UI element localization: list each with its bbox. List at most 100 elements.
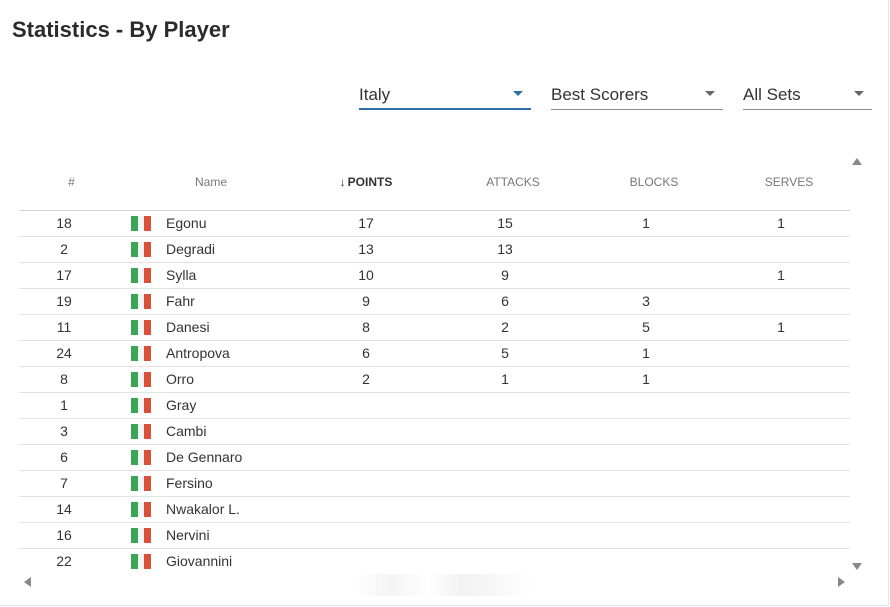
attacks-value: 2 bbox=[501, 319, 509, 335]
points-value: 6 bbox=[362, 345, 370, 361]
italy-flag-icon bbox=[131, 372, 152, 387]
player-name: Degradi bbox=[166, 241, 216, 257]
points-value: 17 bbox=[358, 215, 374, 231]
scroll-up-arrow-icon[interactable] bbox=[852, 158, 862, 165]
country-select-value: Italy bbox=[359, 85, 391, 104]
player-name: Sylla bbox=[166, 267, 197, 283]
player-name: Nervini bbox=[166, 527, 210, 543]
player-name: Giovannini bbox=[166, 553, 233, 569]
table-body: 18 Egonu 17 15 1 1 2 Degradi 13 13 17 Sylla 10 9 1 19 Fa… bbox=[19, 211, 850, 570]
player-name: De Gennaro bbox=[166, 449, 243, 465]
player-name: Antropova bbox=[166, 345, 230, 361]
italy-flag-icon bbox=[131, 476, 152, 491]
italy-flag-icon bbox=[131, 294, 152, 309]
points-value: 2 bbox=[362, 371, 370, 387]
player-number: 22 bbox=[56, 553, 72, 569]
points-value: 13 bbox=[358, 241, 374, 257]
column-header-serves[interactable]: SERVES bbox=[764, 175, 814, 189]
player-number: 14 bbox=[56, 501, 72, 517]
player-number: 17 bbox=[56, 267, 72, 283]
blocks-value: 1 bbox=[642, 345, 650, 361]
blocks-value: 1 bbox=[642, 215, 650, 231]
country-select[interactable]: Italy bbox=[359, 82, 531, 110]
chevron-down-icon bbox=[705, 91, 715, 96]
italy-flag-icon bbox=[131, 502, 152, 517]
player-name: Danesi bbox=[166, 319, 210, 335]
italy-flag-icon bbox=[131, 242, 152, 257]
column-header-blocks[interactable]: BLOCKS bbox=[629, 175, 679, 189]
italy-flag-icon bbox=[131, 554, 152, 569]
chevron-down-icon bbox=[854, 91, 864, 96]
player-name: Nwakalor L. bbox=[166, 501, 240, 517]
italy-flag-icon bbox=[131, 216, 152, 231]
column-header-points-label: POINTS bbox=[347, 175, 393, 189]
horizontal-scrollbar-thumb[interactable] bbox=[356, 574, 534, 596]
player-number: 7 bbox=[60, 475, 68, 491]
points-value: 10 bbox=[358, 267, 374, 283]
points-value: 9 bbox=[362, 293, 370, 309]
column-header-name[interactable]: Name bbox=[194, 175, 227, 189]
player-number: 8 bbox=[60, 371, 68, 387]
table-header: # Name ↓ POINTS ATTACKS BLOCKS SERVES bbox=[19, 156, 850, 211]
player-stats-table: # Name ↓ POINTS ATTACKS BLOCKS SERVES 18 E… bbox=[19, 156, 850, 570]
table-row[interactable]: 3 Cambi bbox=[19, 419, 850, 445]
italy-flag-icon bbox=[131, 450, 152, 465]
player-number: 6 bbox=[60, 449, 68, 465]
attacks-value: 6 bbox=[501, 293, 509, 309]
serves-value: 1 bbox=[777, 215, 785, 231]
stat-type-select-value: Best Scorers bbox=[551, 85, 649, 104]
table-row[interactable]: 22 Giovannini bbox=[19, 549, 850, 570]
table-row[interactable]: 7 Fersino bbox=[19, 471, 850, 497]
column-header-number[interactable]: # bbox=[68, 175, 75, 189]
attacks-value: 13 bbox=[497, 241, 513, 257]
player-number: 24 bbox=[56, 345, 72, 361]
blocks-value: 5 bbox=[642, 319, 650, 335]
attacks-value: 1 bbox=[501, 371, 509, 387]
scroll-down-arrow-icon[interactable] bbox=[852, 563, 862, 570]
player-number: 16 bbox=[56, 527, 72, 543]
player-name: Orro bbox=[166, 371, 194, 387]
column-header-attacks[interactable]: ATTACKS bbox=[486, 175, 540, 189]
player-number: 11 bbox=[56, 319, 72, 335]
table-row[interactable]: 24 Antropova 6 5 1 bbox=[19, 341, 850, 367]
italy-flag-icon bbox=[131, 346, 152, 361]
serves-value: 1 bbox=[777, 319, 785, 335]
serves-value: 1 bbox=[777, 267, 785, 283]
table-row[interactable]: 11 Danesi 8 2 5 1 bbox=[19, 315, 850, 341]
table-row[interactable]: 8 Orro 2 1 1 bbox=[19, 367, 850, 393]
table-row[interactable]: 14 Nwakalor L. bbox=[19, 497, 850, 523]
column-header-points[interactable]: ↓ POINTS bbox=[316, 175, 416, 189]
sets-select-value: All Sets bbox=[743, 85, 801, 104]
sort-descending-icon: ↓ bbox=[339, 175, 346, 189]
player-number: 18 bbox=[56, 215, 72, 231]
page-title: Statistics - By Player bbox=[12, 17, 230, 42]
player-number: 1 bbox=[60, 397, 68, 413]
table-row[interactable]: 17 Sylla 10 9 1 bbox=[19, 263, 850, 289]
player-name: Egonu bbox=[166, 215, 207, 231]
blocks-value: 1 bbox=[642, 371, 650, 387]
table-row[interactable]: 1 Gray bbox=[19, 393, 850, 419]
player-number: 3 bbox=[60, 423, 68, 439]
table-row[interactable]: 19 Fahr 9 6 3 bbox=[19, 289, 850, 315]
italy-flag-icon bbox=[131, 424, 152, 439]
player-name: Gray bbox=[166, 397, 197, 413]
italy-flag-icon bbox=[131, 398, 152, 413]
sets-select[interactable]: All Sets bbox=[743, 82, 872, 110]
attacks-value: 15 bbox=[497, 215, 513, 231]
scroll-left-arrow-icon[interactable] bbox=[24, 577, 31, 587]
player-name: Fahr bbox=[166, 293, 195, 309]
player-name: Fersino bbox=[166, 475, 213, 491]
table-row[interactable]: 6 De Gennaro bbox=[19, 445, 850, 471]
table-row[interactable]: 2 Degradi 13 13 bbox=[19, 237, 850, 263]
attacks-value: 5 bbox=[501, 345, 509, 361]
italy-flag-icon bbox=[131, 320, 152, 335]
blocks-value: 3 bbox=[642, 293, 650, 309]
table-row[interactable]: 16 Nervini bbox=[19, 523, 850, 549]
stat-type-select[interactable]: Best Scorers bbox=[551, 82, 723, 110]
points-value: 8 bbox=[362, 319, 370, 335]
italy-flag-icon bbox=[131, 528, 152, 543]
table-row[interactable]: 18 Egonu 17 15 1 1 bbox=[19, 211, 850, 237]
italy-flag-icon bbox=[131, 268, 152, 283]
scroll-right-arrow-icon[interactable] bbox=[838, 577, 845, 587]
